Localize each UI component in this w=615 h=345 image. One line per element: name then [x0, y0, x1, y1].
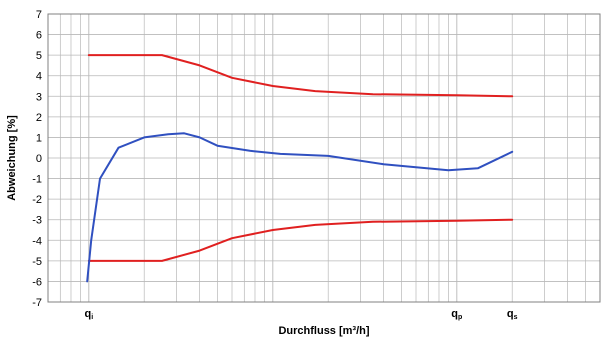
y-tick-label: -7 [32, 297, 42, 309]
plot-border [47, 13, 601, 303]
x-marker-label: qi [84, 308, 93, 321]
y-tick-label: -4 [32, 235, 42, 247]
x-marker-label: qs [507, 308, 518, 321]
y-tick-label: 3 [36, 91, 42, 103]
y-tick-label: -3 [32, 215, 42, 227]
y-tick-label: -2 [32, 194, 42, 206]
x-marker-label: qp [451, 308, 462, 321]
series-line-1 [87, 54, 514, 98]
x-marker-subscript: p [458, 314, 462, 321]
x-marker-main: q [507, 308, 514, 320]
labels: Durchfluss [m³/h] Abweichung [%] [6, 115, 370, 337]
series [86, 54, 514, 283]
series-line-2 [87, 218, 514, 262]
y-tick-label: 0 [36, 153, 42, 165]
y-tick-label: 7 [36, 9, 42, 21]
y-tick-label: -1 [32, 174, 42, 186]
y-tick-label: 1 [36, 132, 42, 144]
y-tick-label: 6 [36, 30, 42, 42]
x-marker-main: q [451, 308, 458, 320]
x-marker-main: q [84, 308, 91, 320]
x-axis-title: Durchfluss [m³/h] [278, 325, 369, 337]
y-tick-label: 2 [36, 112, 42, 124]
y-tick-label: 4 [36, 71, 42, 83]
grid [47, 13, 601, 303]
y-tick-label: 5 [36, 50, 42, 62]
x-marker-subscript: s [514, 314, 518, 321]
x-marker-subscript: i [91, 314, 93, 321]
series-line-3 [86, 132, 514, 283]
y-tick-label: -5 [32, 256, 42, 268]
y-tick-label: -6 [32, 276, 42, 288]
y-axis-title: Abweichung [%] [6, 115, 18, 201]
